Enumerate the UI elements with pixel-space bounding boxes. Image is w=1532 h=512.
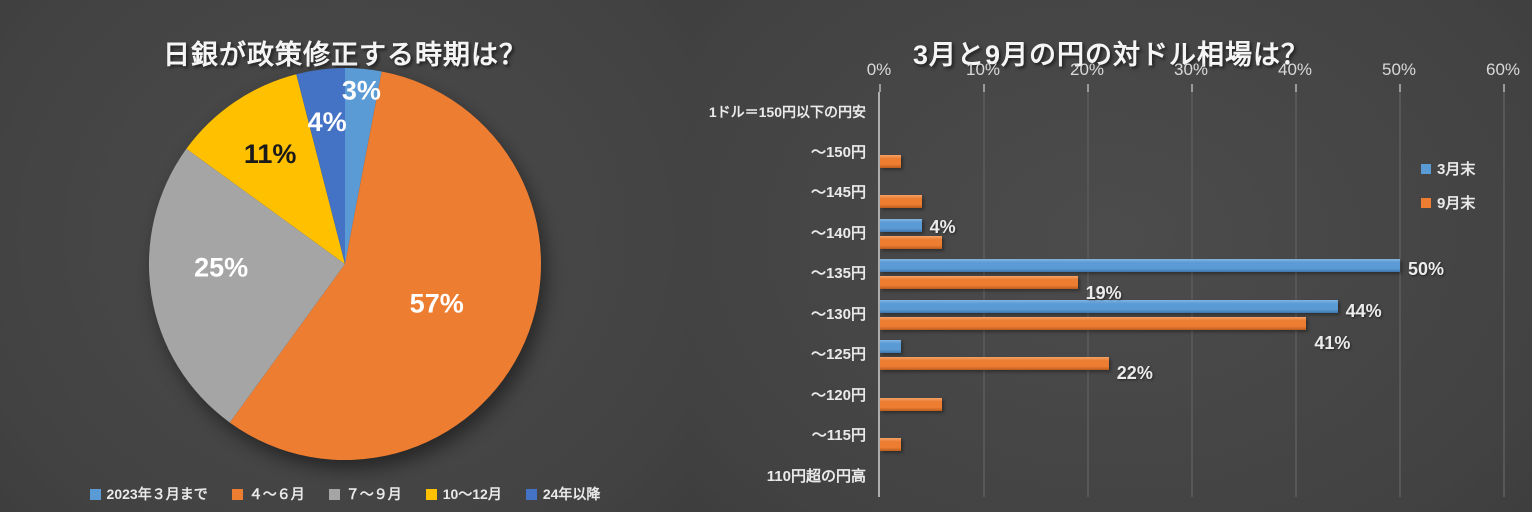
yen-rate-bar-panel: 3月と9月の円の対ドル相場は？ 3月末 9月末 0% 10% 20% 30% 40% 50%… — [690, 0, 1532, 512]
legend-swatch-icon — [328, 488, 340, 500]
pie-data-label-0: 3% — [342, 75, 381, 105]
pie-legend: 2023年３月まで ４〜６月 ７〜９月 10〜12月 24年以降 — [0, 484, 690, 504]
category-label-8: 〜115円 — [811, 427, 866, 445]
x-tick-label-2: 20% — [1069, 60, 1105, 79]
category-label-2: 〜145円 — [810, 184, 866, 202]
grid-line-20 — [1087, 92, 1089, 497]
bar-3月末-〜140円 — [880, 218, 922, 232]
bar-9月末-〜140円 — [880, 235, 943, 249]
bar-9月末-〜150円 — [880, 154, 901, 168]
bar-legend-item-0: 3月末 — [1421, 158, 1475, 179]
category-label-1: 〜150円 — [810, 143, 866, 161]
grid-line-50 — [1399, 92, 1401, 497]
x-tick-mark-0 — [879, 84, 881, 92]
bar-label-9月末-〜125円: 22% — [1116, 362, 1153, 383]
pie-legend-item-0: 2023年３月まで — [89, 484, 208, 504]
bar-label-9月末-〜135円: 19% — [1085, 282, 1122, 303]
legend-label: 2023年３月まで — [106, 486, 208, 502]
x-tick-mark-2 — [1087, 84, 1089, 92]
bar-3月末-〜135円 — [880, 259, 1400, 273]
category-label-7: 〜120円 — [810, 386, 866, 404]
bar-chart-legend: 3月末 9月末 — [1421, 158, 1475, 213]
legend-label: ４〜６月 — [248, 486, 305, 502]
legend-swatch-icon — [231, 488, 243, 500]
legend-swatch-icon — [1421, 197, 1431, 208]
pie-legend-item-3: 10〜12月 — [425, 484, 502, 504]
x-tick-label-4: 40% — [1277, 60, 1313, 79]
pie-slice-0 — [345, 68, 382, 264]
pie-legend-item-4: 24年以降 — [525, 484, 601, 504]
x-tick-label-5: 50% — [1381, 60, 1417, 79]
x-tick-mark-6 — [1503, 84, 1505, 92]
pie-data-label-3: 11% — [244, 139, 297, 169]
pie-chart-title: 日銀が政策修正する時期は？ — [163, 40, 527, 71]
bar-label-3月末-〜130円: 44% — [1345, 301, 1382, 322]
legend-swatch-icon — [89, 488, 101, 500]
pie-data-label-4: 4% — [308, 107, 347, 137]
x-tick-label-1: 10% — [965, 60, 1001, 79]
bar-9月末-〜145円 — [880, 195, 922, 209]
bar-9月末-〜135円 — [880, 276, 1078, 290]
grid-line-40 — [1295, 92, 1297, 497]
legend-label: 9月末 — [1437, 195, 1476, 212]
pie-legend-item-2: ７〜９月 — [328, 484, 402, 504]
bar-9月末-〜130円 — [880, 316, 1307, 330]
pie-data-label-2: 25% — [194, 253, 248, 283]
pie-slice-2 — [148, 148, 345, 423]
legend-label: 3月末 — [1437, 161, 1476, 178]
legend-swatch-icon — [525, 488, 537, 500]
bar-3月末-〜125円 — [880, 340, 901, 354]
bar-9月末-〜120円 — [880, 397, 943, 411]
pie-slice-3 — [186, 74, 345, 264]
bar-label-9月末-〜130円: 41% — [1314, 333, 1351, 354]
category-label-3: 〜140円 — [810, 224, 866, 242]
bar-9月末-〜125円 — [880, 357, 1109, 371]
x-tick-mark-3 — [1191, 84, 1193, 92]
x-tick-label-3: 30% — [1173, 60, 1209, 79]
pie-legend-item-1: ４〜６月 — [231, 484, 305, 504]
boj-policy-pie-chart: 3% 57% 25% 11% 4% — [148, 68, 542, 461]
category-label-6: 〜125円 — [810, 346, 866, 364]
pie-slice-4 — [296, 68, 345, 264]
bar-label-3月末-〜140円: 4% — [929, 217, 956, 238]
grid-line-30 — [1191, 92, 1193, 497]
bar-legend-item-1: 9月末 — [1421, 192, 1475, 213]
category-label-5: 〜130円 — [810, 305, 866, 323]
x-tick-label-0: 0% — [866, 60, 892, 79]
category-label-0: 1ドル＝150円以下の円安 — [708, 104, 866, 121]
bar-3月末-〜130円 — [880, 299, 1338, 313]
bar-9月末-〜115円 — [880, 438, 901, 452]
value-axis-line — [878, 92, 880, 497]
category-label-4: 〜135円 — [810, 265, 866, 283]
legend-label: 10〜12月 — [442, 486, 502, 502]
grid-line-10 — [983, 92, 985, 497]
x-tick-mark-1 — [983, 84, 985, 92]
legend-label: 24年以降 — [542, 486, 601, 502]
pie-data-label-1: 57% — [410, 289, 464, 319]
x-tick-mark-5 — [1399, 84, 1401, 92]
category-label-9: 110円超の円高 — [766, 467, 866, 485]
pie-slice-1 — [229, 71, 542, 461]
x-tick-mark-4 — [1295, 84, 1297, 92]
grid-line-60 — [1503, 92, 1505, 497]
x-tick-label-6: 60% — [1485, 60, 1521, 79]
bar-chart-title: 3月と9月の円の対ドル相場は？ — [912, 40, 1310, 71]
legend-label: ７〜９月 — [345, 486, 402, 502]
bar-label-3月末-〜135円: 50% — [1408, 258, 1445, 279]
boj-policy-pie-panel: 日銀が政策修正する時期は？ 3% 57% 25% 11% 4% 2023年３月まで ４〜６… — [0, 0, 690, 512]
legend-swatch-icon — [425, 488, 437, 500]
legend-swatch-icon — [1421, 163, 1431, 174]
